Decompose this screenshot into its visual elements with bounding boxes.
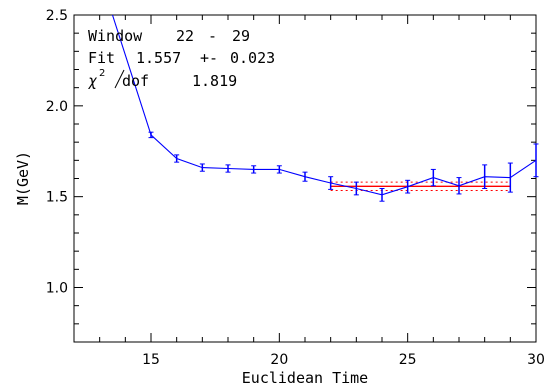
dof-slash <box>114 69 125 89</box>
y-axis-title: M(GeV) <box>14 151 32 205</box>
data-series <box>111 14 539 202</box>
x-axis-title: Euclidean Time <box>242 369 368 387</box>
fit-band <box>330 181 511 191</box>
data-point <box>276 165 282 174</box>
fit-label: Fit <box>88 49 115 67</box>
y-tick-label: 2.0 <box>46 99 68 115</box>
x-tick-label: 20 <box>270 352 288 368</box>
data-point <box>251 165 257 174</box>
fit-value: 1.557 <box>136 49 181 67</box>
chi-symbol: χ <box>88 72 98 90</box>
fit-plus-minus: +- <box>200 49 218 67</box>
data-point <box>174 154 180 163</box>
window-label: Window <box>88 27 143 45</box>
y-tick-label: 1.5 <box>46 190 68 206</box>
data-point <box>456 177 462 195</box>
x-tick-label: 25 <box>399 352 417 368</box>
data-point <box>533 143 539 178</box>
fit-error: 0.023 <box>230 49 275 67</box>
chi-power: 2 <box>99 68 105 79</box>
x-tick-label: 15 <box>142 352 160 368</box>
data-point <box>328 176 334 190</box>
data-point <box>148 131 154 139</box>
chi-value: 1.819 <box>192 72 237 90</box>
window-end: 29 <box>232 27 250 45</box>
dof-label: dof <box>122 72 149 90</box>
window-separator: - <box>208 27 217 45</box>
data-point <box>405 179 411 194</box>
axis-ticks: 15 20 25 30 1.0 1.5 2.0 2.5 <box>46 8 544 368</box>
window-start: 22 <box>176 27 194 45</box>
data-point <box>379 187 385 202</box>
x-tick-label: 30 <box>527 352 544 368</box>
fit-annotation: Window 22 - 29 Fit 1.557 +- 0.023 χ 2 do… <box>88 27 275 90</box>
data-point <box>225 164 231 173</box>
data-point <box>507 162 513 193</box>
data-point <box>302 171 308 182</box>
data-point <box>353 181 359 196</box>
data-point <box>482 164 488 189</box>
y-tick-label: 2.5 <box>46 8 68 24</box>
y-tick-label: 1.0 <box>46 281 68 297</box>
data-point <box>199 163 205 172</box>
data-point <box>430 168 436 187</box>
